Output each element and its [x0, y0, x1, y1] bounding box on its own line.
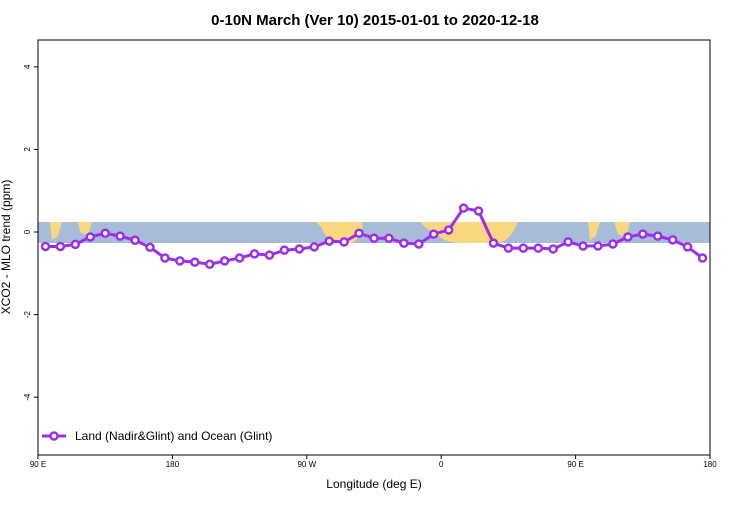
data-point: [369, 233, 379, 243]
data-point: [145, 242, 155, 253]
data-point: [279, 245, 290, 255]
x-tick-label: 0: [439, 460, 444, 469]
x-tick-label: 90 E: [567, 460, 583, 469]
data-point: [533, 243, 544, 253]
data-point: [85, 232, 96, 242]
land: [420, 222, 518, 243]
land: [78, 222, 92, 236]
data-point: [697, 253, 708, 263]
data-point: [593, 241, 603, 251]
data-point: [563, 237, 573, 247]
data-point: [638, 229, 648, 239]
data-point: [55, 241, 66, 252]
y-tick-label: -2: [23, 311, 32, 319]
data-point: [399, 238, 409, 248]
data-point: [115, 231, 125, 241]
data-point: [40, 241, 51, 252]
data-point: [414, 239, 424, 249]
data-point: [130, 235, 140, 246]
data-point: [652, 231, 663, 241]
y-tick-label: 2: [23, 147, 32, 152]
data-point: [682, 242, 693, 252]
map-band: [38, 222, 710, 243]
data-point: [175, 256, 185, 266]
plot-frame: [37, 39, 711, 456]
ocean-band: [38, 222, 710, 243]
y-tick-label: 0: [23, 229, 32, 234]
x-tick-label: 180: [703, 460, 717, 469]
y-axis-label: XCO2 - MLO trend (ppm): [0, 180, 13, 315]
legend-marker: [49, 431, 59, 441]
data-point: [339, 237, 349, 247]
land: [588, 222, 600, 240]
data-point: [354, 228, 364, 239]
data-point: [488, 238, 499, 248]
data-point: [70, 239, 81, 250]
data-point: [309, 242, 320, 252]
data-point: [160, 253, 170, 263]
land: [50, 222, 62, 240]
data-point: [518, 243, 529, 253]
data-point: [623, 232, 633, 242]
data-point: [548, 244, 558, 254]
data-point: [443, 225, 454, 235]
data-point: [204, 259, 215, 269]
legend-label: Land (Nadir&Glint) and Ocean (Glint): [75, 429, 272, 443]
x-tick-label: 180: [166, 460, 180, 469]
chart-title: 0-10N March (Ver 10) 2015-01-01 to 2020-…: [211, 12, 539, 29]
data-point: [578, 241, 588, 251]
data-point: [384, 233, 394, 243]
x-tick-label: 90 E: [30, 460, 46, 469]
data-point: [458, 203, 469, 213]
data-point: [608, 239, 618, 249]
y-tick-label: -4: [23, 393, 32, 401]
data-point: [234, 253, 245, 263]
data-point: [667, 235, 678, 245]
data-point: [219, 256, 230, 266]
data-point: [249, 249, 260, 259]
data-point: [294, 244, 305, 254]
data-point: [100, 228, 110, 239]
data-point: [264, 250, 275, 260]
data-point: [190, 257, 200, 267]
data-point: [324, 236, 334, 246]
x-axis-label: Longitude (deg E): [326, 477, 421, 491]
data-point: [503, 243, 514, 253]
data-point: [473, 206, 484, 216]
data-point: [428, 229, 439, 239]
y-tick-label: 4: [23, 64, 32, 69]
x-tick-label: 90 W: [297, 460, 316, 469]
